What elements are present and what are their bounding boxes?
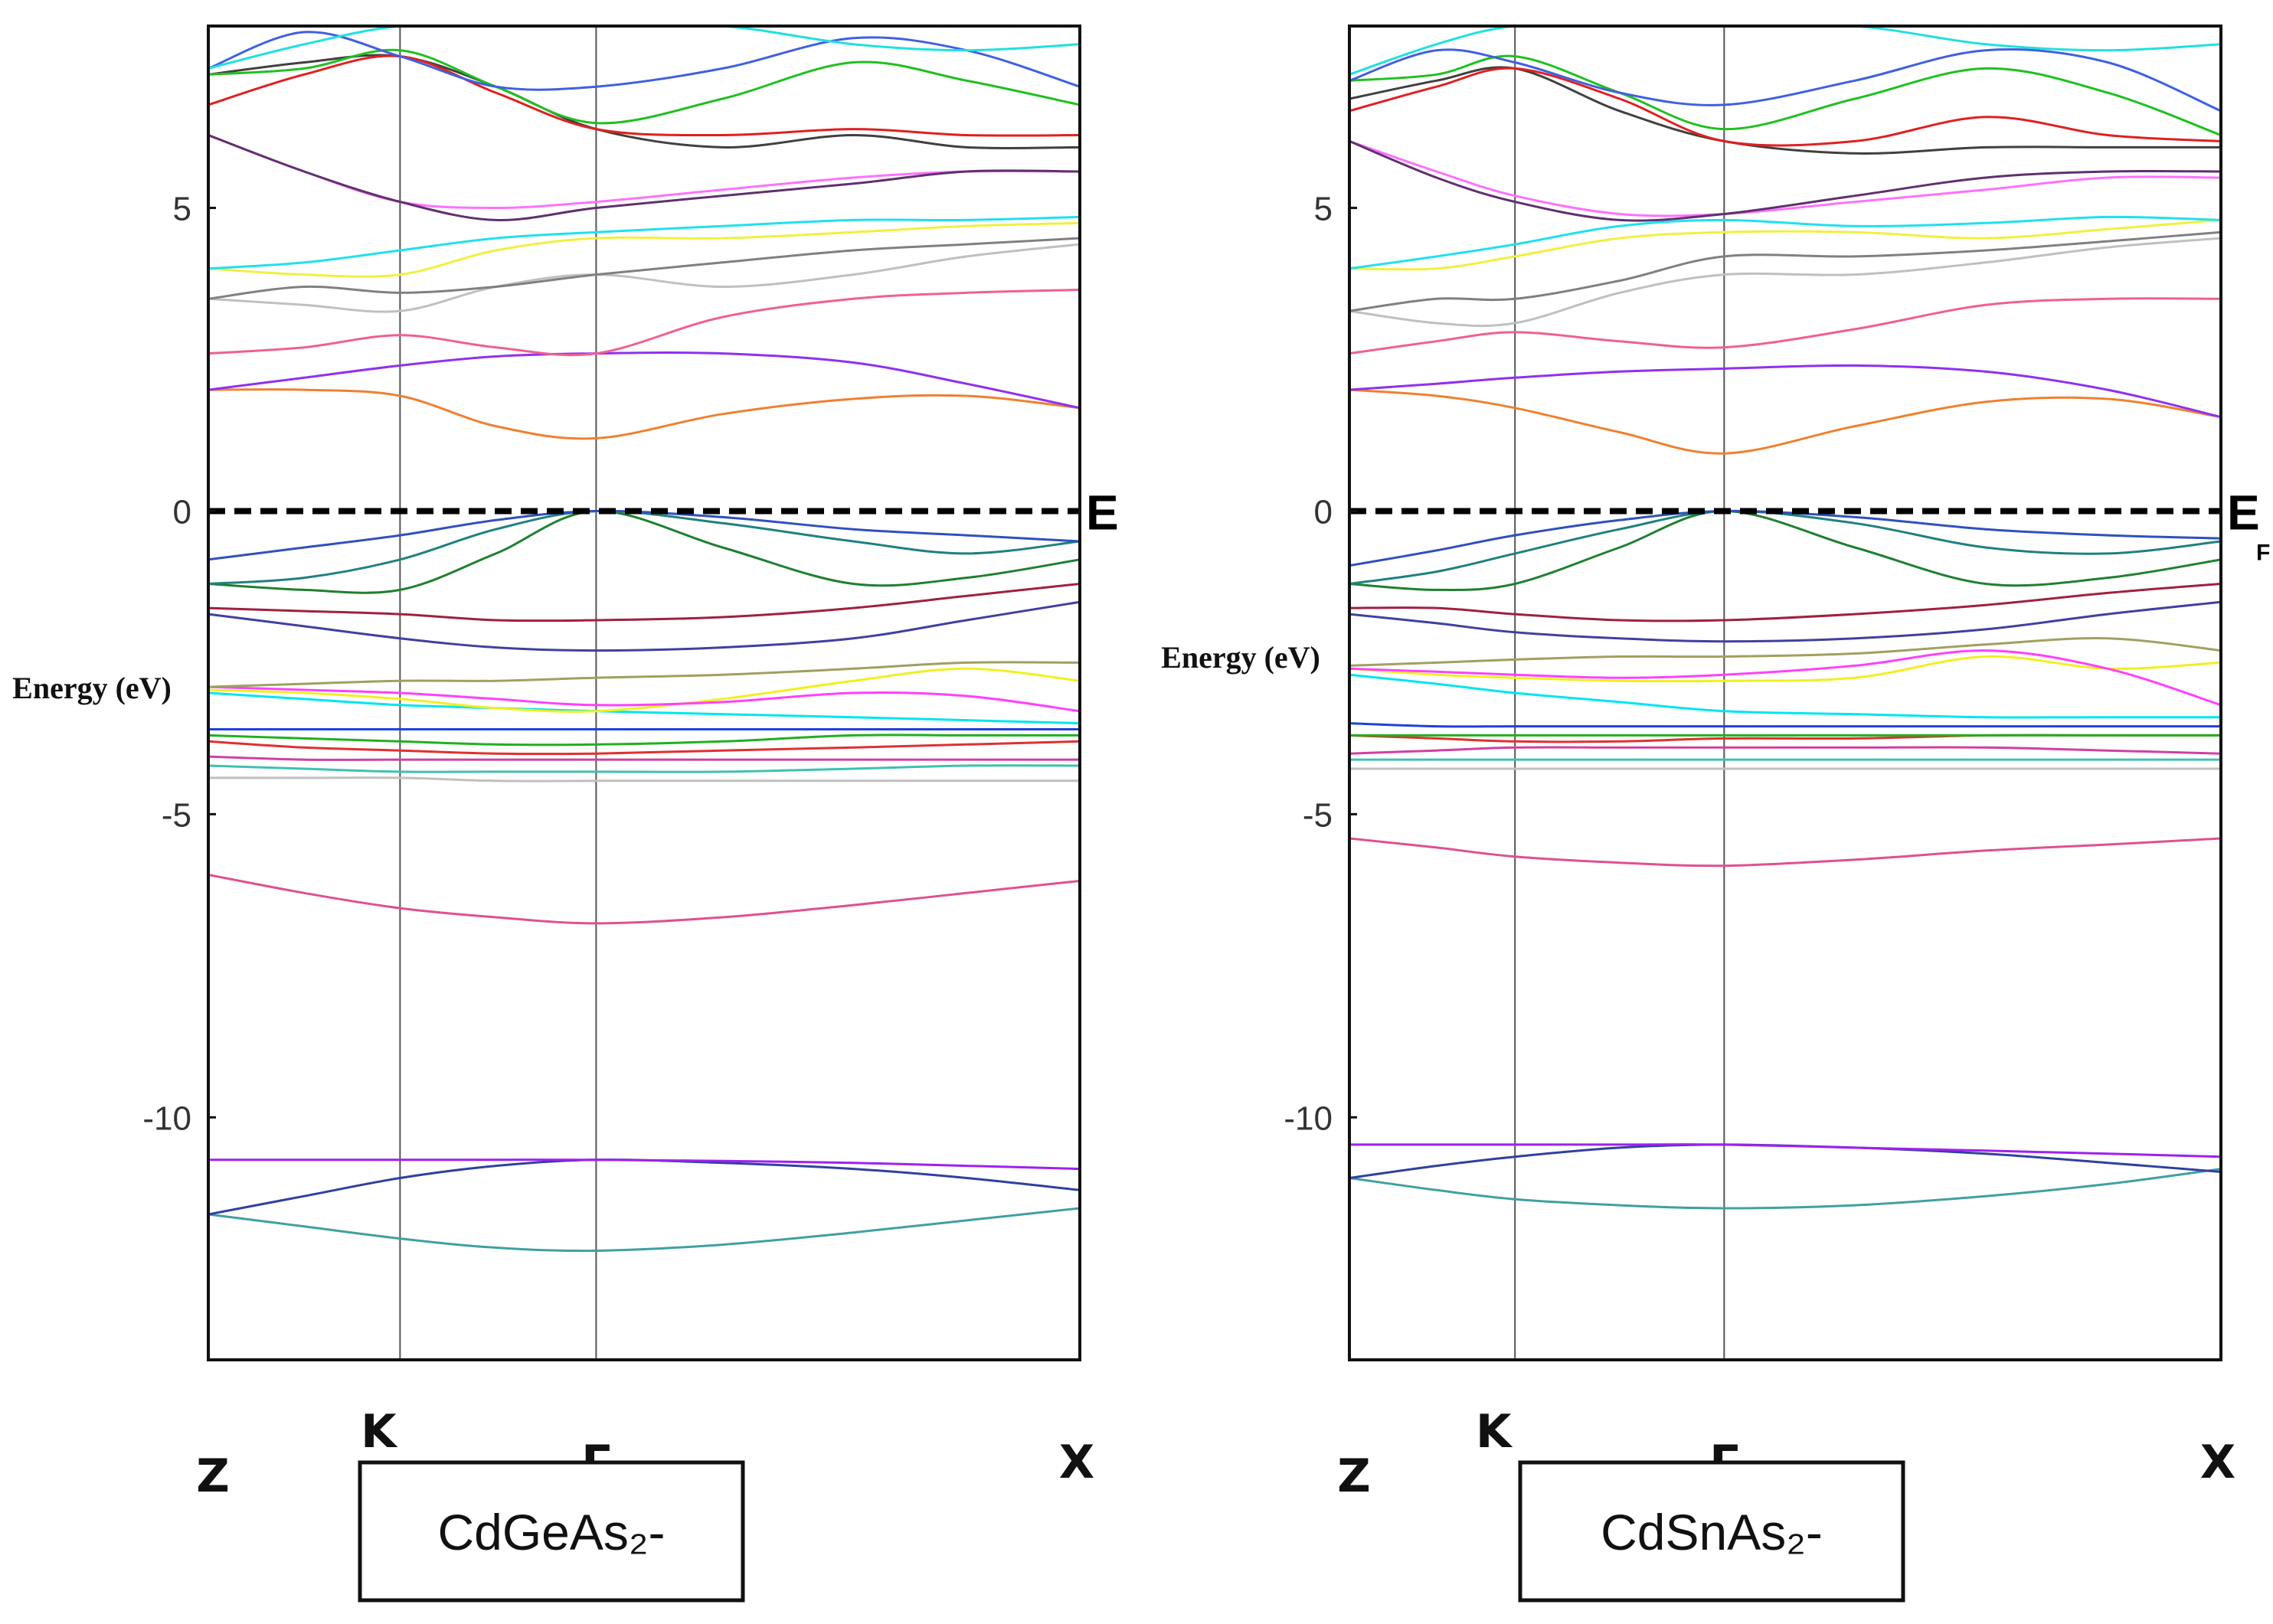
band-line-9 [208,734,1080,747]
compound-caption: CdGeAs₂- [437,1504,665,1560]
y-tick-label: 0 [173,493,191,531]
y-tick-label: -10 [142,1100,191,1137]
band-line-5 [208,776,1080,783]
band-line-25 [208,221,1080,278]
fermi-label: E [1086,485,1119,540]
band-line-29 [208,54,1080,150]
plot-frame [207,25,1081,1361]
band-line-15 [1349,600,2221,643]
band-line-19 [1349,509,2221,567]
band-line-25 [1349,218,2221,271]
band-line-10 [1349,722,2221,728]
kpoint-label-1: K [361,1405,398,1459]
band-line-7 [1349,746,2221,755]
band-line-21 [1349,364,2221,419]
band-line-23 [1349,237,2221,328]
kpoint-label-0: Z [196,1449,230,1503]
band-line-3 [208,1158,1080,1171]
y-tick-label: -5 [162,796,191,834]
band-line-33 [208,26,1080,70]
band-line-31 [208,48,1080,125]
fermi-subscript: F [2256,540,2270,565]
band-line-12 [208,667,1080,713]
band-line-4 [208,874,1080,925]
band-line-6 [208,764,1080,773]
fermi-label: E [2227,485,2260,540]
kpoint-label-3: X [1059,1436,1094,1489]
band-line-26 [1349,215,2221,270]
band-line-31 [1349,54,2221,136]
bands [208,26,1080,1253]
band-line-32 [1349,48,2221,113]
band-line-11 [1349,673,2221,719]
band-line-20 [208,388,1080,440]
y-axis-label: Energy (eV) [12,671,172,705]
kpoint-label-3: X [2200,1436,2235,1489]
band-line-18 [1349,509,2221,585]
y-tick-label: 5 [1314,191,1333,228]
band-line-2 [208,1158,1080,1216]
band-line-23 [208,243,1080,313]
band-line-15 [208,600,1080,652]
band-line-22 [1349,297,2221,355]
band-line-13 [1349,649,2221,707]
bands [1349,26,2221,1210]
band-line-14 [208,661,1080,688]
band-line-2 [1349,1143,2221,1179]
band-line-21 [208,351,1080,410]
y-tick-label: -10 [1284,1100,1333,1137]
plot-frame [1348,25,2222,1361]
y-tick-label: 0 [1314,493,1333,531]
band-line-27 [1349,139,2221,217]
kpoint-label-0: Z [1337,1449,1371,1503]
band-line-30 [1349,67,2221,147]
band-line-33 [1349,26,2221,76]
band-line-7 [208,755,1080,761]
y-tick-label: -5 [1303,796,1333,834]
band-line-30 [208,54,1080,137]
band-line-8 [208,740,1080,756]
y-tick-label: 5 [173,191,191,228]
band-line-24 [208,237,1080,300]
band-line-28 [208,134,1080,221]
band-line-1 [208,1207,1080,1253]
band-line-16 [208,583,1080,622]
kpoint-label-1: K [1476,1405,1513,1459]
band-line-14 [1349,637,2221,667]
band-line-1 [1349,1168,2221,1210]
y-axis-label: Energy (eV) [1161,640,1320,675]
band-line-29 [1349,66,2221,155]
band-line-18 [208,509,1080,585]
band-line-22 [208,288,1080,357]
band-line-4 [1349,837,2221,868]
band-line-20 [1349,388,2221,455]
band-line-12 [1349,655,2221,683]
band-line-17 [1349,509,2221,591]
band-line-13 [208,685,1080,713]
band-line-16 [1349,583,2221,622]
band-line-24 [1349,230,2221,312]
compound-caption: CdSnAs₂- [1601,1504,1823,1560]
band-line-28 [1349,140,2221,222]
band-line-3 [1349,1143,2221,1158]
compound-caption-box [1518,1460,1905,1603]
band-line-26 [208,215,1080,270]
compound-caption-box [358,1460,745,1603]
